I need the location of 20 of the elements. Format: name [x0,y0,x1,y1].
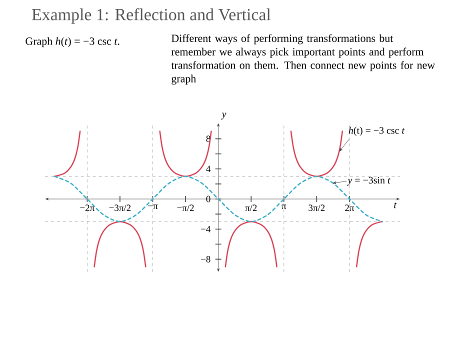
y-tick-label: −4 [201,226,211,232]
chart-title: Example 1: Reflection and Vertical [32,8,271,24]
x-tick-label: 2π [345,204,354,212]
x-tick-label: −2π [80,204,94,212]
y-tick-label: −8 [201,256,210,262]
x-tick-label: π [282,204,286,210]
y-tick-label: 0 [206,196,210,202]
y-axis-title: y [221,112,226,120]
annotation: y = −3sin t [346,176,390,186]
x-tick-label: π/2 [245,204,257,212]
x-axis-title: t [394,202,397,208]
text: Graph h(t) = −3 csc t. [26,37,120,48]
text: Different ways of performing transformations but remember we always pick important points and perform transformation on them. Then connect new points for new graph [171,34,436,85]
x-tick-label: −π/2 [177,204,194,212]
annotation: h(t) = −3 csc t [348,126,405,136]
line-series [54,176,383,222]
x-tick-label: 3π/2 [308,204,325,212]
y-tick-label: 4 [206,166,211,172]
x-tick-label: −π [148,204,158,210]
x-tick-label: −3π/2 [109,204,131,212]
